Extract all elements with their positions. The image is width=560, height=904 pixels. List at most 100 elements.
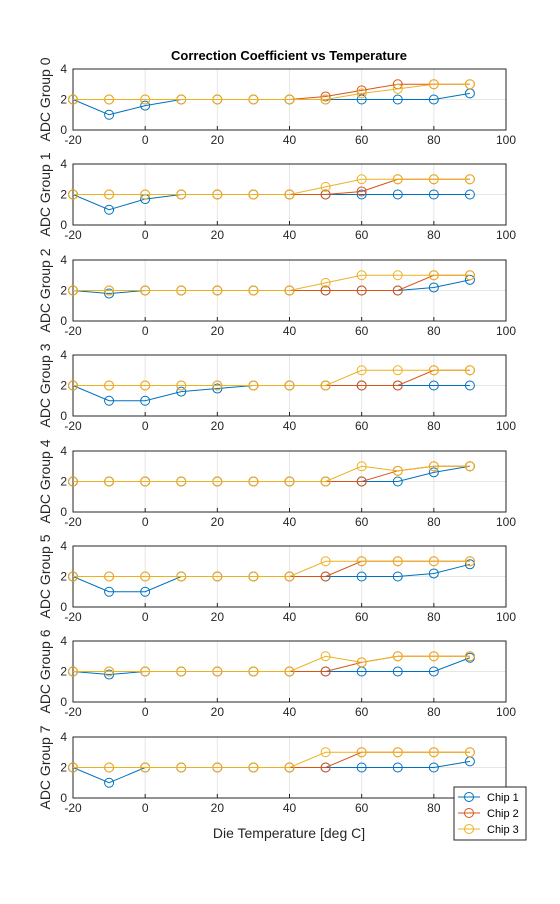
- data-point-marker: [356, 174, 367, 185]
- x-tick-label: 100: [496, 228, 516, 242]
- x-tick-label: 20: [211, 610, 225, 624]
- data-point-marker: [176, 189, 187, 200]
- x-tick-label: 20: [211, 515, 225, 529]
- data-point-marker: [464, 174, 475, 185]
- y-axis-label: ADC Group 7: [37, 725, 53, 809]
- y-tick-label: 2: [60, 665, 67, 679]
- y-tick-label: 0: [60, 409, 67, 423]
- y-tick-label: 4: [60, 730, 67, 744]
- data-point-marker: [284, 762, 295, 773]
- data-point-marker: [464, 380, 475, 391]
- data-point-marker: [464, 556, 475, 567]
- data-point-marker: [140, 586, 151, 597]
- data-point-marker: [104, 762, 115, 773]
- series-line: [73, 751, 470, 768]
- data-point-marker: [428, 282, 439, 293]
- x-tick-label: 40: [283, 610, 297, 624]
- data-point-marker: [320, 181, 331, 192]
- data-point-marker: [464, 559, 475, 570]
- data-point-marker: [392, 365, 403, 376]
- data-point-marker: [320, 380, 331, 391]
- data-point-marker: [320, 189, 331, 200]
- y-tick-label: 0: [60, 123, 67, 137]
- x-tick-label: 80: [427, 801, 441, 815]
- y-tick-label: 0: [60, 600, 67, 614]
- data-point-marker: [248, 571, 259, 582]
- data-point-marker: [248, 189, 259, 200]
- x-tick-label: 80: [427, 133, 441, 147]
- y-tick-label: 4: [60, 634, 67, 648]
- legend-marker-swatch: [464, 824, 474, 834]
- data-point-marker: [176, 94, 187, 105]
- x-tick-label: -20: [64, 515, 82, 529]
- data-point-marker: [284, 666, 295, 677]
- y-tick-label: 2: [60, 761, 67, 775]
- data-point-marker: [392, 476, 403, 487]
- x-tick-label: -20: [64, 705, 82, 719]
- chart-title: Correction Coefficient vs Temperature: [171, 48, 407, 63]
- data-point-marker: [392, 189, 403, 200]
- x-tick-label: -20: [64, 801, 82, 815]
- data-point-marker: [140, 94, 151, 105]
- data-point-marker: [356, 461, 367, 472]
- data-point-marker: [248, 476, 259, 487]
- data-point-marker: [104, 666, 115, 677]
- y-tick-label: 0: [60, 695, 67, 709]
- x-tick-label: 80: [427, 705, 441, 719]
- data-point-marker: [428, 79, 439, 90]
- data-point-marker: [212, 285, 223, 296]
- x-tick-label: -20: [64, 419, 82, 433]
- data-point-marker: [104, 777, 115, 788]
- data-point-marker: [392, 747, 403, 758]
- data-point-marker: [392, 270, 403, 281]
- data-point-marker: [212, 666, 223, 677]
- data-point-marker: [176, 571, 187, 582]
- data-point-marker: [284, 189, 295, 200]
- series-chip-3: [68, 556, 475, 582]
- data-point-marker: [428, 461, 439, 472]
- data-point-marker: [176, 386, 187, 397]
- data-point-marker: [392, 465, 403, 476]
- x-tick-label: 60: [355, 419, 369, 433]
- data-point-marker: [104, 586, 115, 597]
- y-axis-label: ADC Group 2: [37, 248, 53, 332]
- data-point-marker: [176, 285, 187, 296]
- series-line: [73, 560, 470, 577]
- x-tick-label: 40: [283, 228, 297, 242]
- x-tick-label: 40: [283, 419, 297, 433]
- data-point-marker: [356, 270, 367, 281]
- x-tick-label: -20: [64, 610, 82, 624]
- x-tick-label: -20: [64, 228, 82, 242]
- x-tick-label: 60: [355, 133, 369, 147]
- data-point-marker: [356, 85, 367, 96]
- data-point-marker: [356, 285, 367, 296]
- x-tick-label: 0: [142, 515, 149, 529]
- data-point-marker: [320, 285, 331, 296]
- y-tick-label: 2: [60, 570, 67, 584]
- data-point-marker: [140, 476, 151, 487]
- data-point-marker: [212, 476, 223, 487]
- y-axis-label: ADC Group 5: [37, 534, 53, 618]
- x-tick-label: 40: [283, 324, 297, 338]
- data-point-marker: [392, 556, 403, 567]
- x-tick-label: 60: [355, 515, 369, 529]
- data-point-marker: [176, 380, 187, 391]
- data-point-marker: [464, 461, 475, 472]
- data-point-marker: [248, 94, 259, 105]
- data-point-marker: [320, 556, 331, 567]
- x-tick-label: 60: [355, 324, 369, 338]
- series-chip-3: [68, 270, 475, 296]
- series-line: [73, 83, 470, 100]
- x-tick-label: 100: [496, 133, 516, 147]
- data-point-marker: [392, 380, 403, 391]
- data-point-marker: [248, 380, 259, 391]
- y-tick-label: 0: [60, 314, 67, 328]
- data-point-marker: [428, 380, 439, 391]
- x-tick-label: 20: [211, 419, 225, 433]
- data-point-marker: [140, 100, 151, 111]
- data-point-marker: [428, 747, 439, 758]
- data-point-marker: [212, 380, 223, 391]
